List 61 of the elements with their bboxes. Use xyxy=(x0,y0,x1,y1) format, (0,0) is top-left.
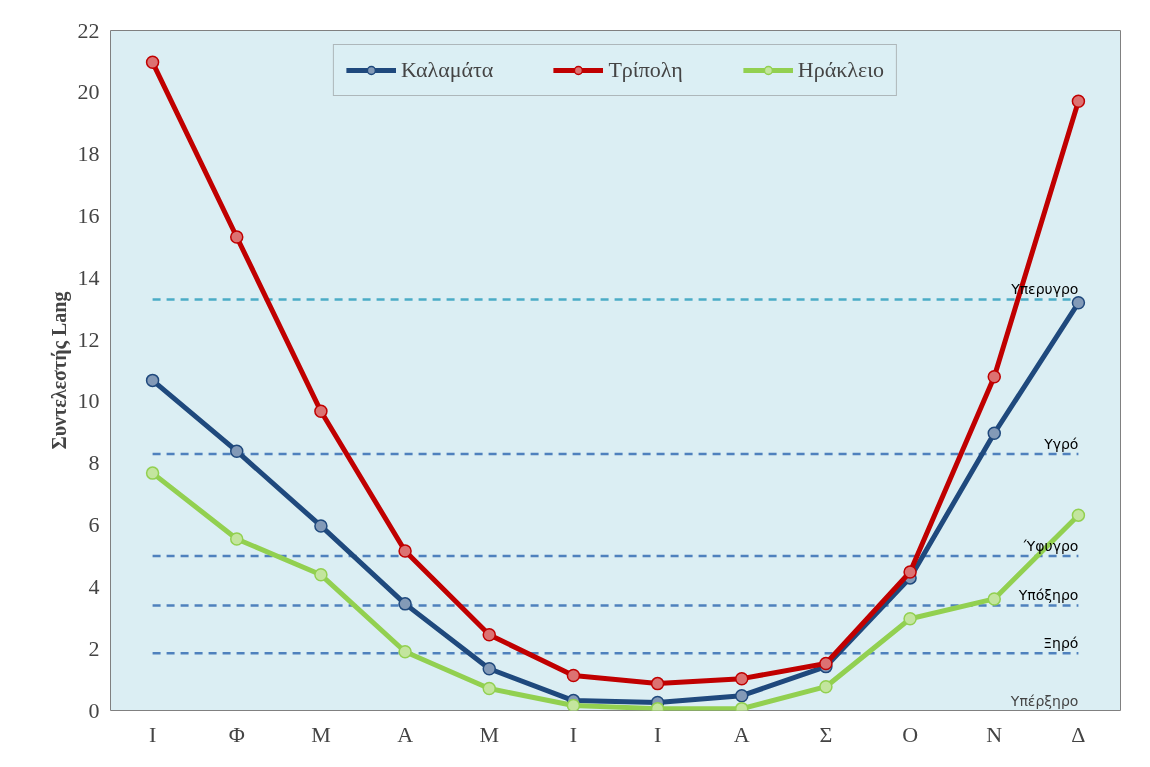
x-tick-label: Ι xyxy=(148,721,157,747)
point xyxy=(314,568,328,582)
y-tick-label: 10 xyxy=(77,388,100,414)
legend-label: Ηράκλειο xyxy=(797,57,885,83)
y-tick-label: 8 xyxy=(88,450,100,476)
point xyxy=(1071,508,1086,522)
point xyxy=(482,662,496,676)
y-tick-label: 12 xyxy=(77,326,100,352)
point xyxy=(735,671,749,686)
y-tick-label: 14 xyxy=(77,264,100,290)
point xyxy=(987,369,1001,384)
point xyxy=(903,611,917,626)
x-tick-label: Α xyxy=(733,721,750,747)
point xyxy=(314,519,328,533)
point xyxy=(735,688,749,703)
x-tick-label: Σ xyxy=(819,721,833,747)
point xyxy=(650,676,665,691)
legend-label: Καλαμάτα xyxy=(400,57,494,83)
x-tick-label: Ι xyxy=(653,721,662,747)
y-tick-label: 4 xyxy=(88,573,100,599)
y-axis-title: Συντελεστής Lang xyxy=(47,291,71,450)
point xyxy=(987,426,1001,440)
x-tick-label: Ο xyxy=(902,721,919,747)
point xyxy=(314,404,328,419)
point xyxy=(566,698,581,711)
y-tick-label: 6 xyxy=(88,512,100,538)
point xyxy=(987,592,1001,606)
point xyxy=(230,532,244,546)
point xyxy=(1071,94,1086,109)
legend-label: Τρίπολη xyxy=(608,57,683,83)
y-tick-label: 20 xyxy=(77,79,100,105)
ref-line-label: Ξηρό xyxy=(1043,635,1079,652)
point xyxy=(145,466,160,480)
y-tick-label: 2 xyxy=(88,635,100,661)
y-tick-label: 0 xyxy=(88,697,100,723)
x-tick-label: Μ xyxy=(311,721,331,747)
x-tick-label: Δ xyxy=(1071,721,1086,747)
x-tick-label: Ι xyxy=(569,721,578,747)
point xyxy=(819,679,833,694)
point xyxy=(566,668,581,683)
x-tick-label: Φ xyxy=(228,721,245,747)
point xyxy=(398,597,412,611)
point xyxy=(1071,296,1086,310)
y-tick-label: 18 xyxy=(77,141,100,167)
point xyxy=(145,55,160,70)
point xyxy=(398,645,412,659)
point xyxy=(903,565,917,579)
x-tick-label: Α xyxy=(397,721,414,747)
y-tick-label: 22 xyxy=(77,17,100,43)
x-tick-label: Ν xyxy=(986,721,1003,747)
point xyxy=(398,544,412,558)
point xyxy=(482,681,496,696)
point xyxy=(145,373,160,388)
point xyxy=(482,628,496,642)
x-tick-label: Μ xyxy=(479,721,500,747)
y-tick-label: 16 xyxy=(77,202,100,228)
annotation: Υπέρξηρο xyxy=(1009,692,1079,709)
point xyxy=(230,444,244,458)
ref-line-label: Υπόξηρο xyxy=(1017,587,1079,604)
ref-line-label: Υγρό xyxy=(1043,435,1079,452)
point xyxy=(230,230,244,244)
